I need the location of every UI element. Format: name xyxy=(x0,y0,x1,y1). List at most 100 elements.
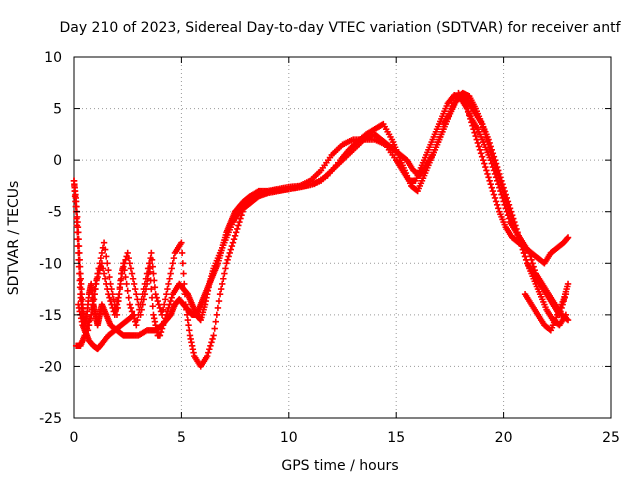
data-point xyxy=(229,239,237,246)
data-point xyxy=(508,217,516,224)
data-point xyxy=(76,263,84,270)
data-point xyxy=(236,218,243,226)
data-point xyxy=(149,303,156,310)
data-point xyxy=(134,316,141,324)
y-tick-label: -25 xyxy=(39,411,62,427)
data-point xyxy=(111,301,119,308)
data-point xyxy=(76,249,83,257)
data-point xyxy=(237,215,244,222)
data-point xyxy=(221,270,228,277)
data-point xyxy=(110,296,117,303)
data-point xyxy=(164,308,171,315)
data-point xyxy=(101,246,109,253)
data-point xyxy=(148,249,155,257)
data-point xyxy=(163,291,170,298)
data-point xyxy=(495,172,502,179)
data-point xyxy=(564,280,572,288)
data-point xyxy=(522,256,530,264)
data-point xyxy=(486,144,493,152)
data-point xyxy=(158,325,166,332)
data-point xyxy=(141,291,149,298)
data-point xyxy=(228,242,236,250)
data-point xyxy=(564,316,572,324)
data-point xyxy=(181,280,188,288)
data-point xyxy=(89,306,96,313)
data-point xyxy=(498,182,505,190)
data-point xyxy=(210,332,217,339)
data-point xyxy=(128,270,136,277)
data-point xyxy=(127,304,135,312)
data-point xyxy=(492,198,500,205)
y-tick-label: -10 xyxy=(39,256,62,272)
data-point xyxy=(126,301,134,308)
data-point xyxy=(482,131,489,138)
data-point xyxy=(485,174,492,181)
data-point xyxy=(493,201,501,209)
data-point xyxy=(85,321,93,329)
data-point xyxy=(121,260,128,267)
plot-frame xyxy=(73,56,612,419)
data-point xyxy=(232,229,240,236)
x-tick-label: 10 xyxy=(280,430,298,446)
data-point xyxy=(161,318,168,325)
data-point xyxy=(164,285,171,293)
data-point xyxy=(216,291,224,298)
data-point xyxy=(501,193,508,200)
data-point xyxy=(496,175,503,183)
data-point xyxy=(142,285,150,293)
x-tick-label: 15 xyxy=(387,430,405,446)
data-point xyxy=(493,168,501,176)
data-point xyxy=(526,249,533,257)
data-point xyxy=(492,165,500,172)
data-point xyxy=(165,304,172,312)
data-point xyxy=(209,335,216,343)
data-point xyxy=(239,208,246,215)
data-point xyxy=(500,189,507,197)
data-point xyxy=(167,297,174,305)
data-point xyxy=(75,229,82,236)
data-point xyxy=(132,285,139,293)
data-point xyxy=(103,253,110,260)
data-point xyxy=(167,270,174,277)
data-point xyxy=(148,285,155,293)
y-tick-label: -5 xyxy=(48,205,62,221)
data-point xyxy=(215,297,223,305)
data-point xyxy=(120,263,127,270)
data-point xyxy=(181,291,189,298)
data-point xyxy=(497,179,504,186)
data-point xyxy=(490,191,498,198)
data-point xyxy=(471,129,478,136)
x-tick-labels: 0 5 10 15 20 25 xyxy=(70,430,620,446)
data-point xyxy=(484,170,491,178)
data-point xyxy=(149,263,156,270)
data-point xyxy=(148,256,156,264)
data-point xyxy=(116,284,124,291)
data-point xyxy=(231,232,239,239)
data-point xyxy=(212,318,219,325)
y-tick-label: 0 xyxy=(53,153,62,169)
data-point xyxy=(240,205,247,212)
data-point xyxy=(129,275,137,282)
data-point xyxy=(505,206,513,214)
data-point xyxy=(506,210,514,217)
data-point xyxy=(101,275,109,282)
data-point xyxy=(217,285,225,293)
data-point xyxy=(238,211,245,219)
data-point xyxy=(115,297,122,305)
data-point xyxy=(162,315,169,322)
data-point xyxy=(490,158,498,166)
data-point xyxy=(109,291,116,298)
data-point xyxy=(130,311,138,319)
tick-marks xyxy=(73,56,612,419)
data-point xyxy=(528,256,535,264)
data-point xyxy=(161,301,168,308)
data-point xyxy=(139,301,146,308)
series-track-f xyxy=(521,280,572,334)
data-point xyxy=(208,339,215,346)
data-point xyxy=(122,273,129,281)
data-point xyxy=(95,265,102,272)
data-point xyxy=(507,213,515,221)
data-point xyxy=(117,277,124,284)
data-point xyxy=(225,253,232,260)
